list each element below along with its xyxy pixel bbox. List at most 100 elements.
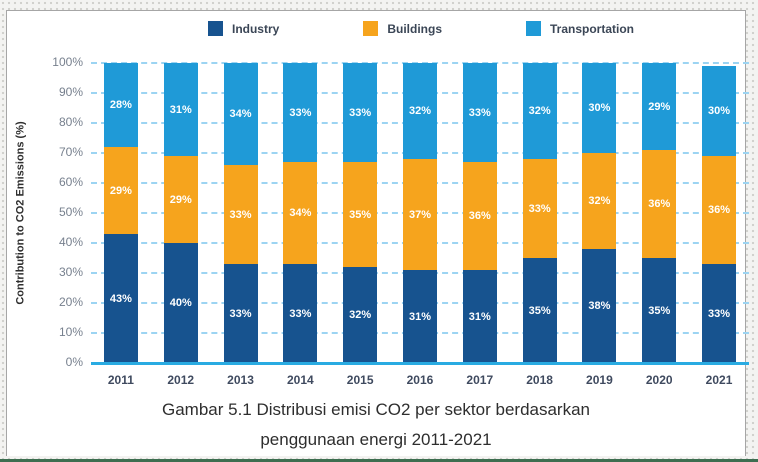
legend-item-transportation: Transportation [526,21,634,36]
bar-segment-transportation: 28% [103,63,138,147]
figure-caption-line2: penggunaan energi 2011-2021 [260,430,492,449]
bar-segment-transportation: 30% [582,63,617,153]
y-axis-tick-label: 50% [58,205,83,219]
bar-data-label: 33% [349,106,372,119]
x-axis-tick-labels: 2011 2012 2013 2014 2015 2016 2017 2018 2019 2020… [91,373,749,387]
content-panel: Industry Buildings Transportation Contribu… [6,10,749,456]
bar-segment-transportation: 32% [522,63,557,159]
bar-segment-buildings: 32% [582,153,617,249]
bar-data-label: 31% [468,310,491,323]
bar-data-label: 36% [708,204,731,216]
bar-data-label: 34% [229,108,252,120]
bar-data-label: 32% [528,105,551,117]
bar-segment-transportation: 29% [642,63,677,150]
bar-segment-buildings: 36% [642,150,677,258]
bar-segment-industry: 38% [582,249,617,363]
bar-data-label: 37% [408,208,431,221]
bar-data-label: 43% [109,292,132,305]
legend-label: Industry [231,21,280,36]
bar-data-label: 36% [468,210,491,222]
bar-group-2011: 28% 29% 43% [91,63,151,363]
bar-segment-industry: 31% [402,270,437,363]
bar-data-label: 35% [648,304,671,317]
x-axis-tick-label: 2014 [286,373,314,387]
bar-segment-industry: 31% [462,270,497,363]
figure-caption: Gambar 5.1 Distribusi emisi CO2 per sekt… [7,395,745,455]
bar-segment-industry: 40% [163,243,198,363]
y-axis-tick-label: 40% [58,235,83,249]
bar-data-label: 31% [408,310,431,323]
bar-segment-transportation: 32% [402,63,437,159]
bar-data-label: 32% [349,309,372,321]
bar-stack: 33% 35% 32% [343,63,378,363]
y-axis-tick-labels: 0% 10% 20% 30% 40% 50% 60% 70% 80% 90% 100% [7,55,83,369]
bar-segment-buildings: 35% [343,162,378,267]
bar-data-label: 32% [588,195,611,207]
bar-data-label: 34% [289,207,312,219]
plot-area: 28% 29% 43% 31% 29% 40% 34% 33% 33% 33% 34% 33% 33% 3… [91,62,749,365]
bar-segment-buildings: 34% [283,162,318,264]
bar-stack: 28% 29% 43% [103,63,138,363]
legend-item-buildings: Buildings [363,21,442,36]
bar-segment-industry: 35% [522,258,557,363]
bar-stack: 30% 32% 38% [582,63,617,363]
x-axis-tick-label: 2012 [167,373,195,387]
bar-stack: 30% 36% 33% [702,63,737,363]
x-axis-tick-label: 2016 [406,373,434,387]
bar-segment-transportation: 34% [223,63,258,165]
bar-stack: 34% 33% 33% [223,63,258,363]
bar-stack: 31% 29% 40% [163,63,198,363]
bar-segment-buildings: 29% [163,156,198,243]
bar-segment-transportation: 33% [343,63,378,162]
legend-item-industry: Industry [207,21,280,36]
bar-stack: 32% 33% 35% [522,63,557,363]
bars-container: 28% 29% 43% 31% 29% 40% 34% 33% 33% 33% 34% 33% 33% 3… [91,63,749,363]
bar-segment-transportation: 31% [163,63,198,156]
bar-stack: 33% 36% 31% [462,63,497,363]
bar-segment-transportation: 33% [283,63,318,162]
y-axis-tick-label: 60% [58,175,83,189]
bar-segment-industry: 32% [343,267,378,363]
bar-data-label: 38% [588,300,611,312]
bar-data-label: 36% [648,198,671,210]
x-axis-tick-label: 2015 [346,373,374,387]
y-axis-tick-label: 10% [58,325,83,339]
bar-stack: 29% 36% 35% [642,63,677,363]
y-axis-tick-label: 90% [58,85,83,99]
bar-data-label: 30% [588,102,611,114]
x-axis-tick-label: 2013 [227,373,254,387]
bar-data-label: 33% [229,208,252,221]
bar-data-label: 32% [408,105,431,117]
bar-segment-buildings: 29% [103,147,138,234]
bar-group-2019: 30% 32% 38% [570,63,630,363]
bar-data-label: 35% [349,208,372,221]
bar-segment-buildings: 33% [223,165,258,264]
legend-label: Transportation [550,21,635,36]
bar-group-2016: 32% 37% 31% [390,63,450,363]
bar-data-label: 33% [289,106,312,119]
bar-group-2021: 30% 36% 33% [689,63,749,363]
x-axis-tick-label: 2011 [107,373,134,387]
bar-data-label: 29% [109,184,132,197]
bar-data-label: 30% [708,105,731,117]
bar-data-label: 33% [528,202,551,215]
bar-segment-buildings: 36% [462,162,497,270]
x-axis-tick-label: 2020 [645,373,673,387]
x-axis-tick-label: 2019 [586,373,613,387]
bar-segment-transportation: 30% [702,66,737,156]
bar-stack: 33% 34% 33% [283,63,318,363]
bar-segment-buildings: 37% [402,159,437,270]
bar-data-label: 33% [229,307,252,320]
figure-caption-line1: Gambar 5.1 Distribusi emisi CO2 per sekt… [162,400,590,419]
x-axis-tick-label: 2018 [526,373,553,387]
transportation-swatch [526,21,541,36]
bar-group-2015: 33% 35% 32% [330,63,390,363]
bar-data-label: 31% [169,103,192,116]
legend: Industry Buildings Transportation [52,21,758,36]
bar-data-label: 28% [109,99,132,111]
bar-segment-industry: 33% [223,264,258,363]
y-axis-tick-label: 80% [58,115,83,129]
y-axis-tick-label: 70% [58,145,83,159]
bar-segment-industry: 35% [642,258,677,363]
